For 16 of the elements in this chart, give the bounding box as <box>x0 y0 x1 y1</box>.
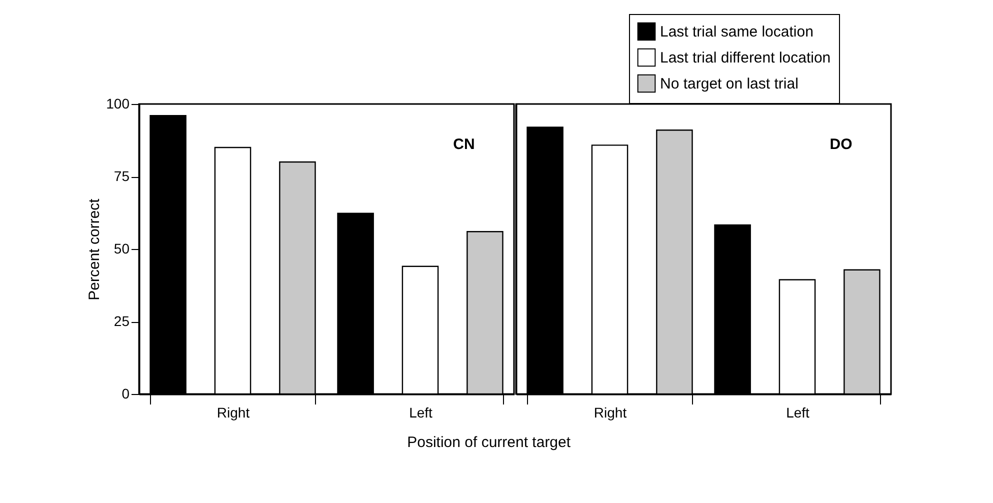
y-tick-label: 0 <box>122 386 130 402</box>
x-tick-label: Left <box>409 404 433 420</box>
x-tick-label: Right <box>216 404 250 420</box>
legend-label: Last trial different location <box>660 50 831 66</box>
annotation: DO <box>830 136 853 153</box>
legend-label: No target on last trial <box>660 76 798 92</box>
legend-label: Last trial same location <box>660 24 814 40</box>
y-tick-label: 75 <box>114 168 130 184</box>
y-tick-label: 100 <box>106 96 130 112</box>
y-tick-label: 50 <box>114 240 130 256</box>
y-axis-title: Percent correct <box>86 198 104 300</box>
x-axis-title: Position of current target <box>407 434 572 451</box>
y-tick-label: 25 <box>114 313 130 329</box>
x-tick-label: Right <box>594 404 627 420</box>
annotation: CN <box>453 136 475 153</box>
x-tick-label: Left <box>786 404 810 420</box>
